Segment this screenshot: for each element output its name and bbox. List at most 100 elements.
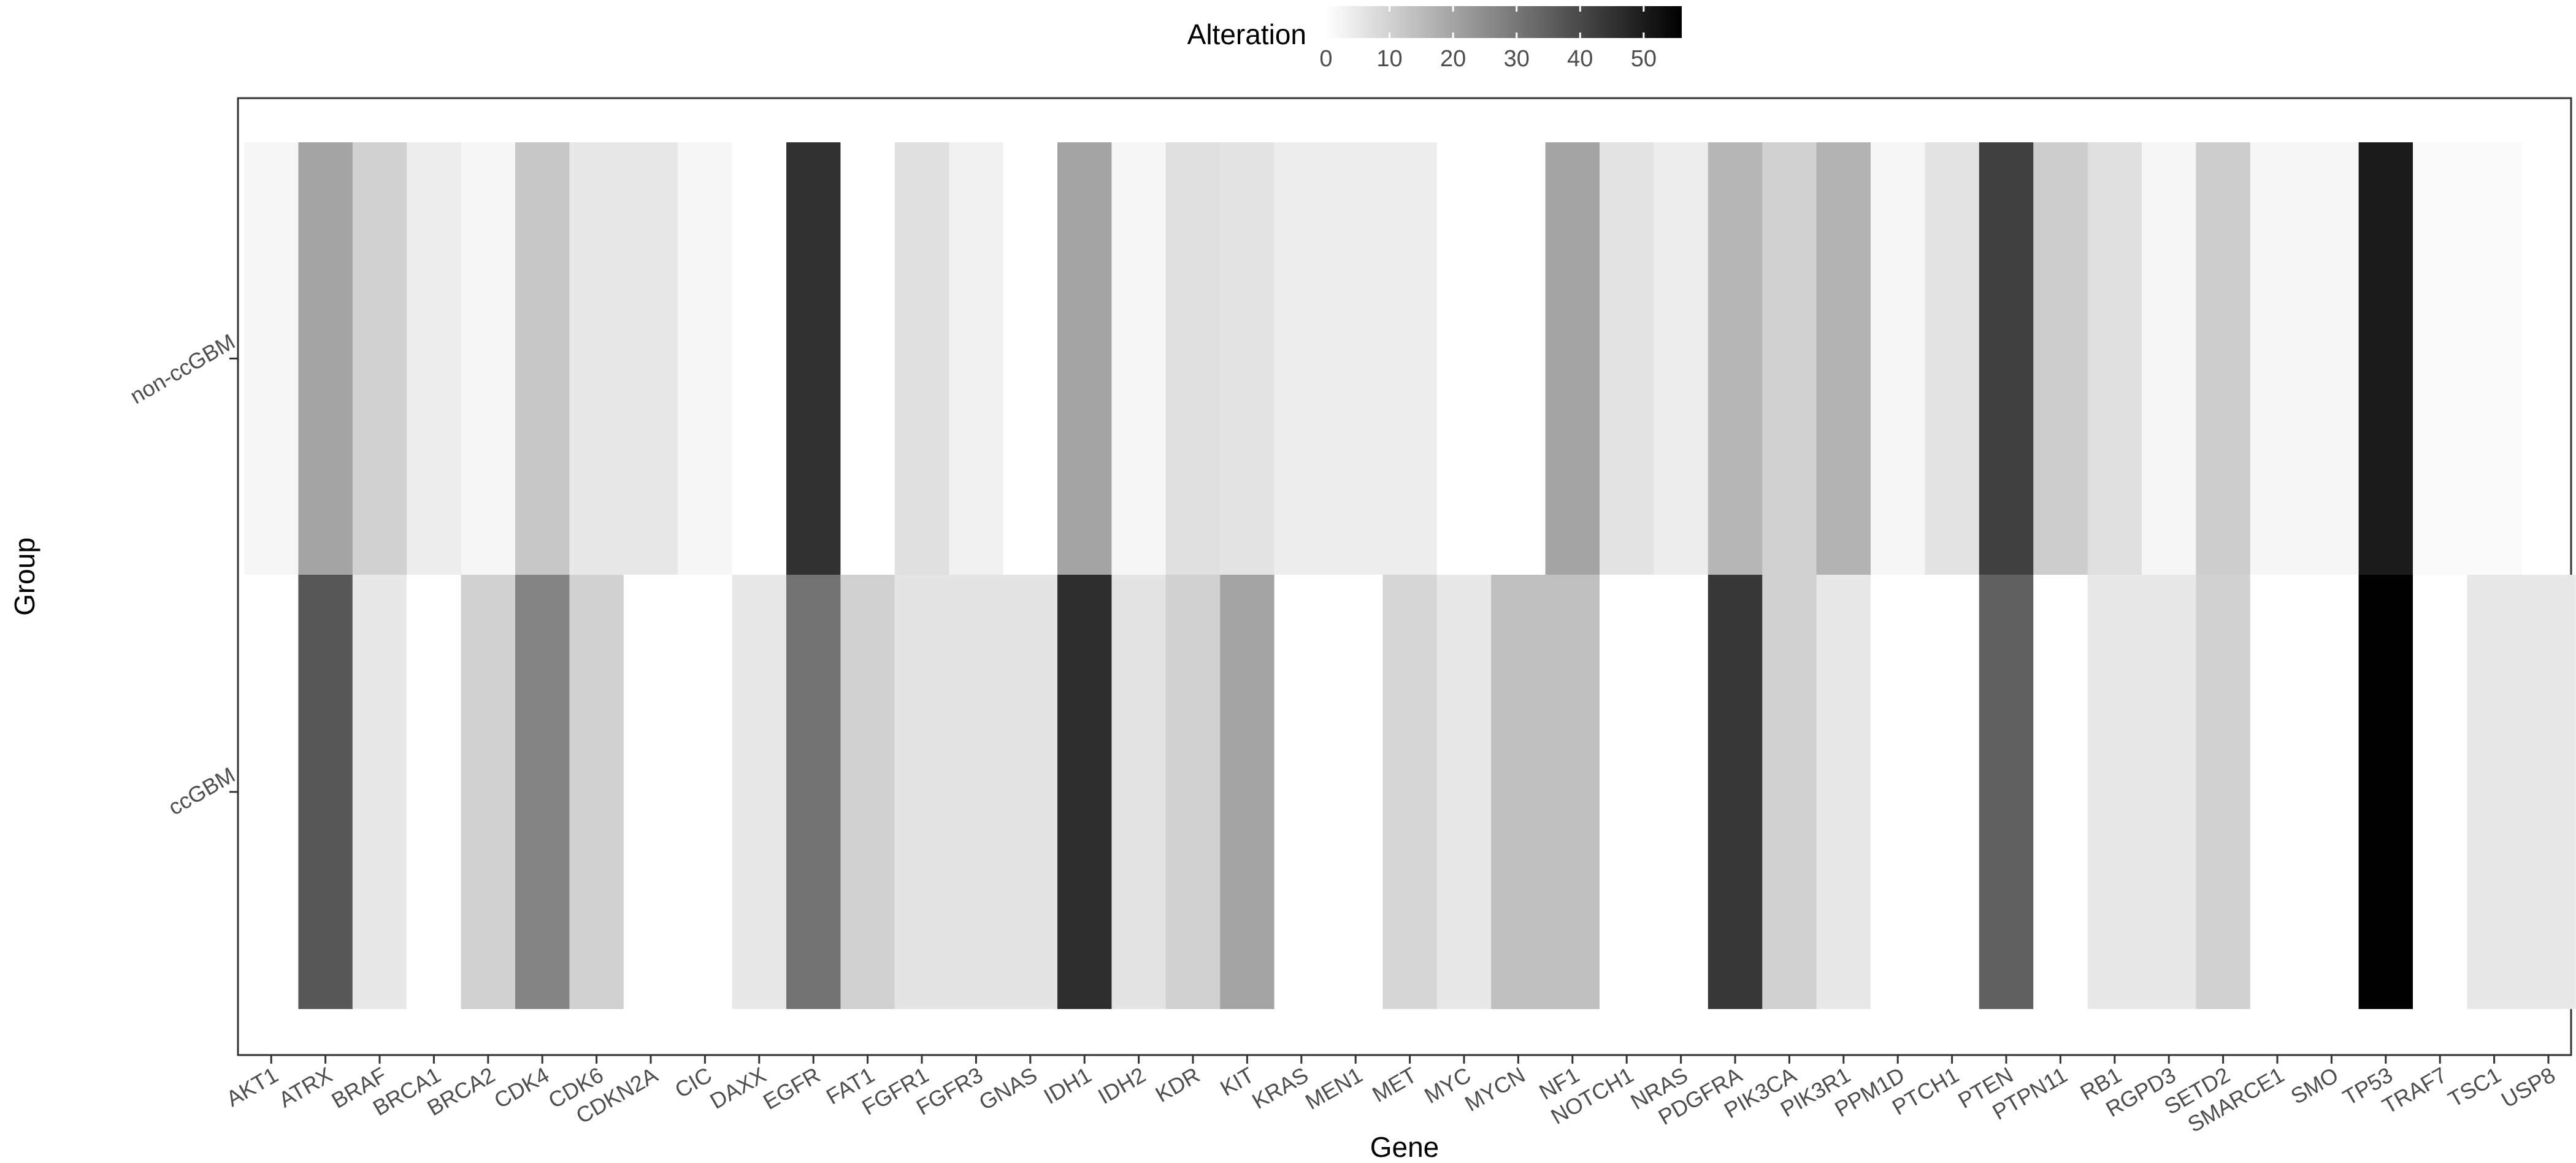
heatmap-cell: [732, 142, 787, 575]
heatmap-cell: [2250, 575, 2305, 1009]
x-tick-label: IDH1: [1040, 1062, 1096, 1109]
heatmap-cell: [2304, 142, 2359, 575]
heatmap-cell: [1436, 142, 1492, 575]
heatmap-cell: [407, 142, 462, 575]
heatmap-cell: [732, 575, 787, 1009]
x-tick-label: MYCN: [1460, 1062, 1529, 1116]
heatmap-cell: [1545, 142, 1600, 575]
x-tick-label: AKT1: [222, 1062, 282, 1111]
heatmap-cell: [678, 575, 733, 1009]
heatmap-cell: [1654, 142, 1709, 575]
legend-tick-label: 40: [1567, 46, 1593, 72]
heatmap-cell: [352, 575, 407, 1009]
heatmap-cell: [2467, 575, 2522, 1009]
heatmap-cell: [949, 575, 1004, 1009]
heatmap-cell: [2413, 575, 2467, 1009]
heatmap-cell: [1003, 142, 1058, 575]
heatmap-cell: [1328, 575, 1383, 1009]
heatmap-cell: [2196, 142, 2251, 575]
heatmap-cell: [1274, 142, 1329, 575]
heatmap-cell: [1762, 142, 1817, 575]
heatmap-cell: [1708, 142, 1763, 575]
heatmap-cell: [2033, 575, 2088, 1009]
heatmap-cell: [1328, 142, 1383, 575]
heatmap-cell: [2467, 142, 2522, 575]
heatmap-cell: [1871, 142, 1925, 575]
heatmap-cell: [1057, 142, 1112, 575]
heatmap-cells: [244, 142, 2576, 1009]
x-tick-label: GNAS: [975, 1062, 1041, 1115]
heatmap-cell: [949, 142, 1004, 575]
heatmap-cell: [2521, 575, 2576, 1009]
heatmap-cell: [298, 142, 353, 575]
heatmap-cell: [1979, 142, 2034, 575]
legend-tick-label: 30: [1504, 46, 1530, 72]
heatmap-cell: [786, 575, 841, 1009]
x-tick-label: DAXX: [705, 1062, 770, 1114]
heatmap-cell: [1165, 142, 1221, 575]
heatmap-cell: [1600, 142, 1654, 575]
x-tick-label: EGFR: [759, 1062, 824, 1115]
heatmap-cell: [1057, 575, 1112, 1009]
heatmap-cell: [298, 575, 353, 1009]
heatmap-cell: [1491, 575, 1546, 1009]
heatmap-cell: [1600, 575, 1654, 1009]
color-legend: Alteration 0 10 20 30 40 50: [1187, 6, 1682, 72]
legend-tick-label: 0: [1319, 46, 1332, 72]
legend-colorbar: [1326, 6, 1682, 38]
heatmap-cell: [840, 575, 895, 1009]
heatmap-cell: [1220, 575, 1275, 1009]
heatmap-cell: [2250, 142, 2305, 575]
heatmap-cell: [1871, 575, 1925, 1009]
heatmap-cell: [1220, 142, 1275, 575]
heatmap-cell: [407, 575, 462, 1009]
heatmap-cell: [2142, 142, 2196, 575]
heatmap-cell: [2142, 575, 2196, 1009]
heatmap-cell: [1491, 142, 1546, 575]
heatmap-cell: [623, 575, 678, 1009]
heatmap-cell: [1111, 575, 1167, 1009]
x-axis-title: Gene: [1370, 1131, 1439, 1163]
heatmap-cell: [461, 142, 516, 575]
x-tick-label: MET: [1368, 1062, 1420, 1107]
heatmap-cell: [2196, 575, 2251, 1009]
x-tick-label: SMO: [2287, 1062, 2343, 1109]
x-tick-label: KRAS: [1248, 1062, 1312, 1114]
x-tick-label: TSC1: [2444, 1062, 2505, 1112]
x-tick-label: KDR: [1151, 1062, 1204, 1107]
heatmap-cell: [2087, 575, 2142, 1009]
heatmap-cell: [623, 142, 678, 575]
heatmap-cell: [1816, 575, 1871, 1009]
heatmap-cell: [2087, 142, 2142, 575]
heatmap-cell: [894, 575, 949, 1009]
heatmap-cell: [515, 142, 570, 575]
legend-title: Alteration: [1187, 18, 1306, 50]
x-tick-label: ATRX: [274, 1062, 336, 1112]
legend-tick-label: 50: [1631, 46, 1657, 72]
heatmap-cell: [1003, 575, 1058, 1009]
heatmap-cell: [352, 142, 407, 575]
heatmap-cell: [1165, 575, 1221, 1009]
heatmap-cell: [461, 575, 516, 1009]
heatmap-cell: [244, 142, 299, 575]
y-axis-title: Group: [9, 537, 40, 616]
x-tick-label: CDK4: [490, 1062, 554, 1113]
heatmap-cell: [1654, 575, 1709, 1009]
heatmap-cell: [515, 575, 570, 1009]
heatmap-cell: [1436, 575, 1492, 1009]
heatmap-cell: [678, 142, 733, 575]
legend-tick-label: 10: [1376, 46, 1402, 72]
y-axis: non-ccGBM ccGBM: [126, 329, 239, 820]
heatmap-cell: [894, 142, 949, 575]
heatmap-cell: [2304, 575, 2359, 1009]
heatmap-cell: [1274, 575, 1329, 1009]
heatmap-cell: [840, 142, 895, 575]
heatmap-cell: [1925, 142, 1980, 575]
heatmap-cell: [569, 142, 624, 575]
heatmap-cell: [1925, 575, 1980, 1009]
y-tick-label: ccGBM: [164, 762, 239, 820]
x-tick-label: IDH2: [1094, 1062, 1150, 1109]
y-tick-label: non-ccGBM: [126, 329, 239, 409]
